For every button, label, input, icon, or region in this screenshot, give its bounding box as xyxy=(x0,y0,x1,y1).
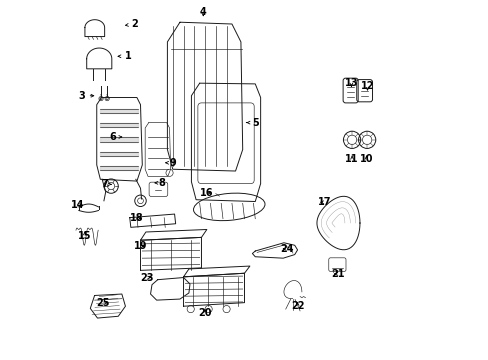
Text: 14: 14 xyxy=(71,200,84,210)
Text: 20: 20 xyxy=(198,309,211,318)
Text: 15: 15 xyxy=(78,231,91,240)
Text: 10: 10 xyxy=(359,154,372,164)
Text: 24: 24 xyxy=(280,244,293,254)
Text: 12: 12 xyxy=(360,81,373,91)
Text: 22: 22 xyxy=(290,301,304,311)
Text: 21: 21 xyxy=(330,269,344,279)
Text: 8: 8 xyxy=(155,178,165,188)
Text: 17: 17 xyxy=(318,197,331,207)
Text: 9: 9 xyxy=(165,158,176,168)
Text: 5: 5 xyxy=(246,118,258,128)
Text: 1: 1 xyxy=(118,51,131,61)
Text: 16: 16 xyxy=(200,188,213,198)
Text: 19: 19 xyxy=(134,241,147,251)
Text: 25: 25 xyxy=(96,298,109,308)
Text: 7: 7 xyxy=(101,179,111,189)
Text: 13: 13 xyxy=(344,78,357,88)
Text: 4: 4 xyxy=(200,7,206,17)
Text: 2: 2 xyxy=(125,19,138,29)
Text: 23: 23 xyxy=(140,273,153,283)
Text: 18: 18 xyxy=(130,213,143,223)
Text: 6: 6 xyxy=(109,132,122,142)
Text: 11: 11 xyxy=(345,154,358,164)
Text: 3: 3 xyxy=(78,91,94,101)
